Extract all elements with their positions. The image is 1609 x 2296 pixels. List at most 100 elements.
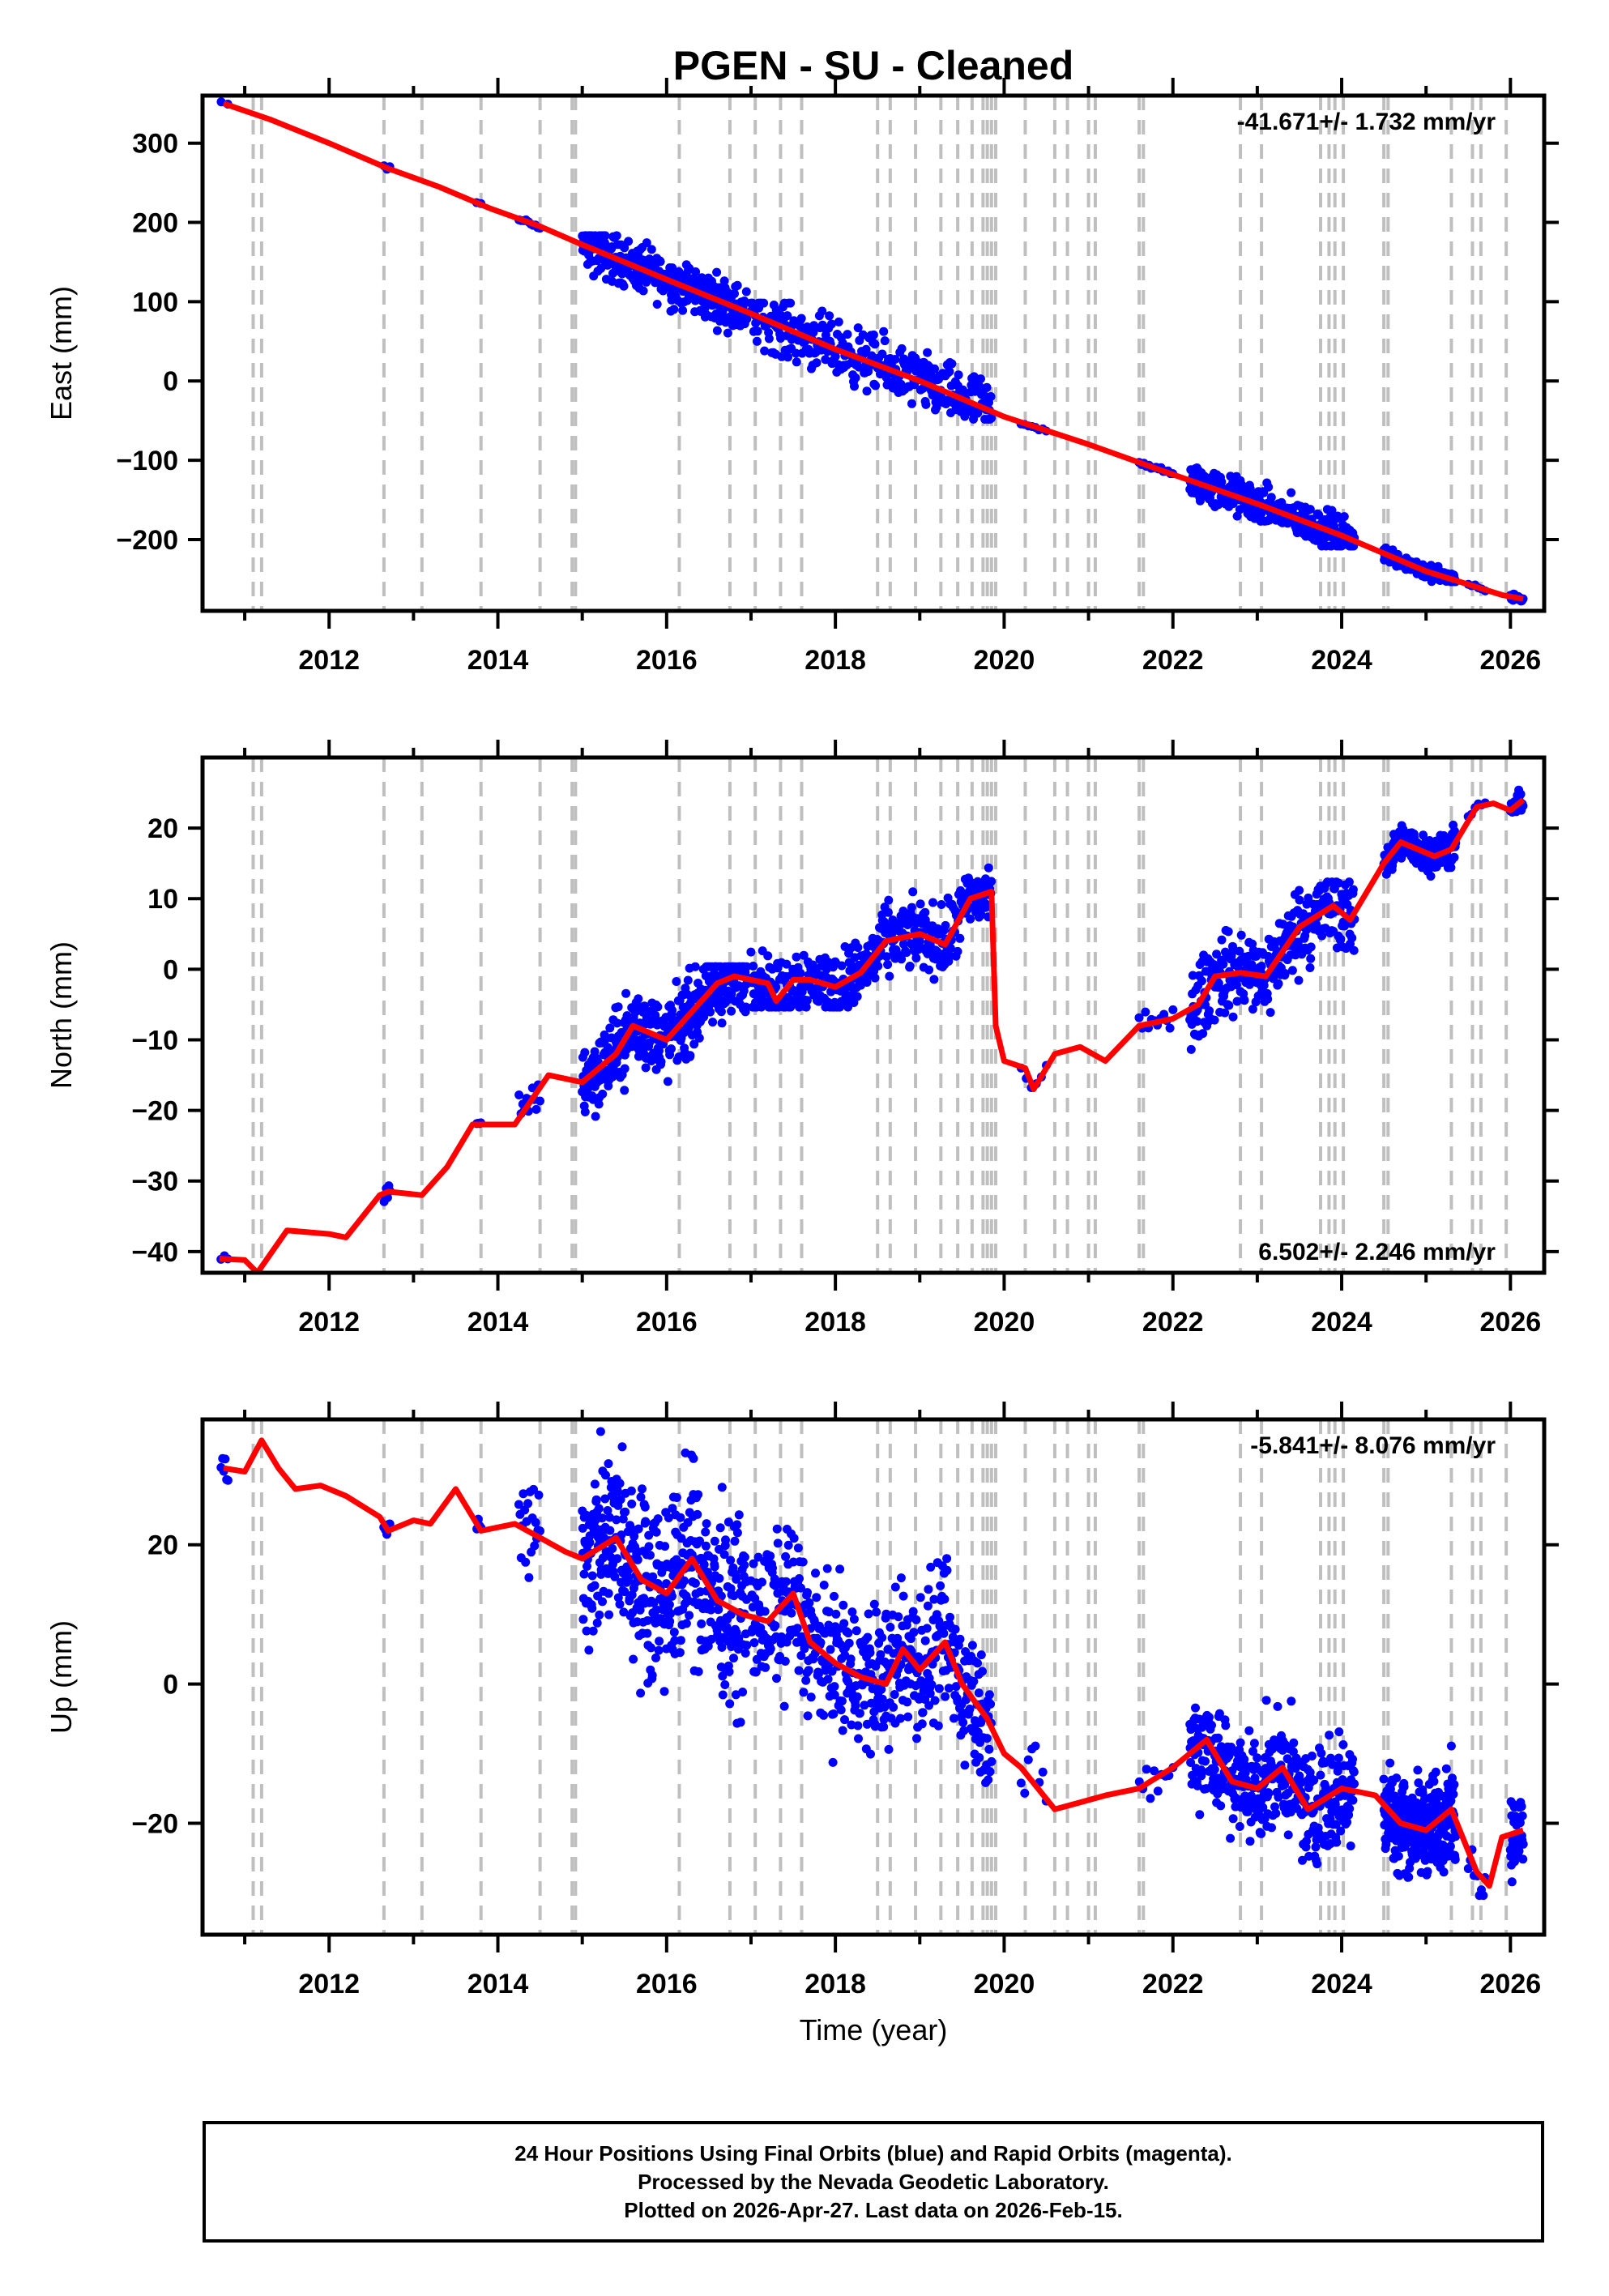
data-point (783, 352, 792, 362)
data-point (1381, 1840, 1391, 1850)
data-point (1217, 477, 1227, 487)
data-point (672, 1493, 681, 1502)
data-point (1349, 1767, 1359, 1777)
data-point (1518, 1854, 1528, 1864)
data-point (592, 1618, 602, 1628)
data-point (636, 1688, 646, 1698)
data-point (1231, 980, 1241, 990)
data-point (619, 281, 629, 291)
data-point (742, 314, 752, 324)
data-point (766, 1551, 775, 1561)
data-point (822, 1564, 832, 1573)
data-point (924, 1701, 934, 1710)
data-point (872, 1607, 881, 1617)
data-point (647, 1643, 655, 1653)
data-point (794, 1666, 804, 1675)
data-point (1217, 935, 1227, 945)
data-point (678, 305, 688, 315)
x-tick-label: 2012 (298, 1969, 360, 1999)
data-point (1336, 1826, 1346, 1836)
data-point (780, 1657, 790, 1666)
data-point (821, 355, 830, 365)
model-line (223, 1437, 1525, 1889)
data-point (836, 1705, 846, 1715)
data-point (690, 1578, 700, 1588)
data-point (715, 1573, 724, 1583)
data-point (626, 1486, 636, 1496)
data-point (940, 1594, 950, 1604)
data-point (1195, 1810, 1205, 1820)
data-point (861, 344, 871, 354)
data-point (700, 304, 710, 314)
data-point (1223, 927, 1233, 937)
data-point (669, 1628, 679, 1637)
data-point (715, 1523, 725, 1533)
data-point (942, 1565, 952, 1575)
data-point (1331, 1820, 1341, 1829)
data-point (888, 915, 898, 924)
data-point (729, 1654, 738, 1663)
data-point (843, 1628, 853, 1638)
data-point (721, 1535, 730, 1545)
data-point (890, 1690, 899, 1699)
data-point (653, 1002, 663, 1012)
data-point (825, 311, 834, 321)
data-point (587, 1571, 597, 1581)
data-point (826, 319, 836, 329)
data-point (927, 1680, 937, 1689)
data-point (1450, 1854, 1460, 1864)
data-point (1514, 1846, 1524, 1856)
data-point (615, 1599, 625, 1609)
data-point (839, 1600, 848, 1610)
data-point (1249, 1739, 1259, 1748)
data-point (664, 1600, 674, 1610)
data-point (612, 1515, 621, 1525)
data-point (604, 1459, 613, 1469)
data-point (796, 968, 805, 978)
rate-annotation: -41.671+/- 1.732 mm/yr (1237, 109, 1496, 135)
data-point (796, 1583, 805, 1593)
data-point (897, 954, 907, 964)
data-point (530, 1541, 540, 1551)
data-point (908, 887, 918, 897)
data-point (893, 1633, 903, 1643)
data-point (655, 1637, 664, 1646)
data-point (1334, 1753, 1343, 1763)
data-point (697, 1619, 706, 1628)
plot-area (216, 758, 1528, 1273)
data-point (894, 1612, 903, 1622)
data-point (866, 1749, 875, 1759)
data-point (816, 1638, 826, 1647)
data-point (685, 1051, 695, 1061)
data-point (792, 357, 801, 367)
data-point (752, 336, 762, 346)
data-point (884, 1744, 894, 1754)
x-tick-label: 2024 (1311, 1307, 1372, 1338)
data-point (982, 1734, 992, 1743)
data-point (706, 1605, 715, 1615)
data-point (641, 1063, 651, 1073)
data-point (701, 1541, 711, 1551)
data-point (830, 1591, 839, 1601)
data-point (578, 1523, 587, 1533)
data-point (1165, 1023, 1175, 1033)
data-point (616, 1495, 625, 1504)
data-point (595, 1610, 604, 1620)
data-point (514, 1090, 524, 1099)
data-point (909, 1628, 919, 1637)
data-point (1287, 1696, 1296, 1706)
data-point (764, 334, 774, 344)
x-tick-label: 2016 (636, 1307, 698, 1338)
data-point (912, 1734, 921, 1743)
x-tick-label: 2018 (804, 1969, 866, 1999)
data-point (853, 323, 863, 333)
data-point (1020, 1788, 1030, 1798)
data-point (1449, 852, 1459, 862)
data-point (1280, 1780, 1290, 1790)
data-point (1336, 934, 1346, 944)
data-point (911, 954, 921, 962)
data-point (683, 1517, 693, 1527)
data-point (1146, 1794, 1155, 1803)
data-point (889, 1702, 898, 1712)
y-axis-label: Up (mm) (45, 1620, 78, 1734)
